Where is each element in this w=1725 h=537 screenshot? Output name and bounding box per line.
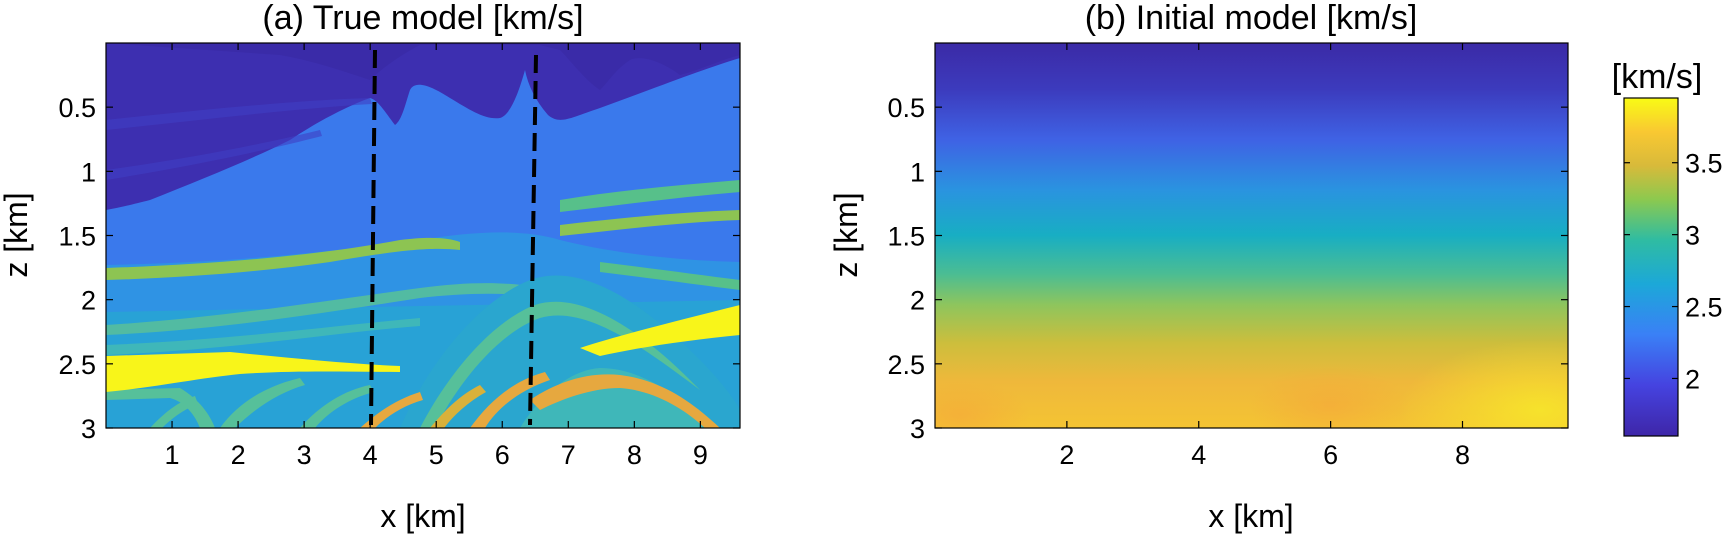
colorbar-tick-label: 3.5 (1685, 149, 1723, 179)
initial-model-title: (b) Initial model [km/s] (1085, 0, 1418, 37)
colorbar-tick-label: 3 (1685, 221, 1700, 251)
true-model-xtick-label: 4 (363, 440, 378, 470)
colorbar-tick-label: 2.5 (1685, 293, 1723, 323)
colorbar: [km/s] 2 2.5 3 3.5 (1612, 58, 1723, 437)
colorbar-title: [km/s] (1612, 58, 1703, 96)
true-model-xtick-label: 9 (693, 440, 708, 470)
initial-model-ylabel: z [km] (828, 192, 864, 277)
initial-model-ytick-label: 1 (910, 157, 925, 187)
true-model-xtick-label: 8 (627, 440, 642, 470)
initial-model-ytick-label: 0.5 (887, 93, 925, 123)
initial-model-panel: (b) Initial model [km/s] 2 4 6 8 0.5 1 1.5 2 2.5… (828, 0, 1569, 534)
true-model-xtick-label: 1 (165, 440, 180, 470)
true-model-xtick-label: 6 (495, 440, 510, 470)
true-model-ytick-label: 3 (81, 414, 96, 444)
colorbar-ticks: 2 2.5 3 3.5 (1624, 149, 1723, 394)
initial-model-xtick-label: 4 (1191, 440, 1206, 470)
initial-model-heatmap (935, 43, 1568, 428)
dashed-line-left (369, 49, 377, 426)
dashed-line-right (528, 54, 538, 426)
initial-model-xlabel: x [km] (1208, 498, 1293, 534)
true-model-title: (a) True model [km/s] (262, 0, 583, 37)
true-model-xtick-label: 7 (561, 440, 576, 470)
initial-model-ytick-label: 2.5 (887, 350, 925, 380)
true-model-ytick-label: 2 (81, 286, 96, 316)
true-model-heatmap (106, 43, 740, 428)
true-model-xtick-label: 5 (429, 440, 444, 470)
true-model-ytick-label: 0.5 (58, 93, 96, 123)
true-model-ylabel: z [km] (0, 192, 34, 277)
initial-model-ytick-label: 1.5 (887, 222, 925, 252)
initial-model-xtick-label: 2 (1059, 440, 1074, 470)
true-model-ytick-label: 1 (81, 157, 96, 187)
true-model-xtick-label: 3 (297, 440, 312, 470)
true-model-panel: (a) True model [km/s] (0, 0, 741, 534)
true-model-xtick-label: 2 (231, 440, 246, 470)
true-model-ytick-label: 1.5 (58, 222, 96, 252)
initial-model-xtick-label: 8 (1455, 440, 1470, 470)
initial-model-axes: 2 4 6 8 0.5 1 1.5 2 2.5 3 (887, 43, 1568, 470)
true-model-xlabel: x [km] (380, 498, 465, 534)
true-model-axes: 1 2 3 4 5 6 7 8 9 0.5 1 1.5 2 2.5 3 (58, 43, 740, 470)
colorbar-tick-label: 2 (1685, 364, 1700, 394)
initial-model-ytick-label: 2 (910, 286, 925, 316)
initial-model-ytick-label: 3 (910, 414, 925, 444)
initial-model-xtick-label: 6 (1323, 440, 1338, 470)
true-model-ytick-label: 2.5 (58, 350, 96, 380)
